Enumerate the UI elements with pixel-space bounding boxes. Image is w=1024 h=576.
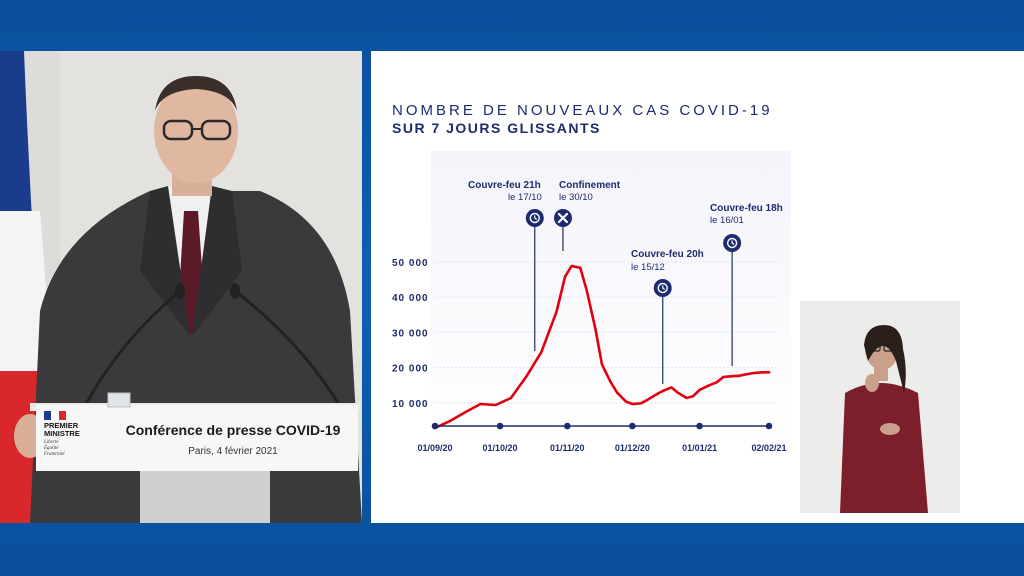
- motto-2: Égalité: [44, 446, 59, 451]
- x-tick-dot: [496, 422, 504, 430]
- series-line: [433, 264, 771, 430]
- x-tick-dot: [431, 422, 439, 430]
- x-tick-label: 01/10/20: [483, 443, 518, 453]
- y-tick-label: 40 000: [392, 293, 429, 304]
- y-tick-label: 50 000: [392, 258, 429, 269]
- x-tick-label: 02/02/21: [751, 443, 786, 453]
- speaker-video-panel: PREMIER MINISTRE Liberté Égalité Fratern…: [0, 51, 362, 523]
- logo-line-2: MINISTRE: [44, 429, 80, 438]
- y-tick-label: 30 000: [392, 328, 429, 339]
- y-tick-label: 20 000: [392, 364, 429, 375]
- annotation-title: Couvre-feu 21h: [468, 180, 541, 191]
- sign-language-interpreter-inset: [800, 301, 960, 513]
- x-tick-dot: [765, 422, 773, 430]
- podium-sign: [36, 405, 358, 471]
- speaker-scene: [0, 51, 362, 523]
- interpreter-figure: [800, 301, 960, 513]
- clock-icon: [525, 209, 544, 227]
- chart-subtitle: SUR 7 JOURS GLISSANTS: [392, 120, 601, 136]
- annotation-date: le 16/01: [710, 215, 744, 226]
- x-tick-label: 01/12/20: [615, 443, 650, 453]
- annotation-title: Confinement: [559, 180, 621, 191]
- x-tick-label: 01/01/21: [682, 443, 717, 453]
- event-title: Conférence de presse COVID-19: [125, 422, 341, 438]
- annotation-date: le 17/10: [508, 192, 542, 203]
- covid-cases-chart: NOMBRE DE NOUVEAUX CAS COVID-19 SUR 7 JO…: [392, 102, 791, 453]
- clock-icon: [653, 279, 672, 297]
- annotation-date: le 30/10: [559, 192, 593, 203]
- chart-panel: NOMBRE DE NOUVEAUX CAS COVID-19 SUR 7 JO…: [371, 51, 1024, 523]
- motto-3: Fraternité: [44, 452, 65, 457]
- y-tick-label: 10 000: [392, 399, 429, 410]
- x-tick-dot: [563, 422, 571, 430]
- chart-title: NOMBRE DE NOUVEAUX CAS COVID-19: [392, 102, 773, 119]
- x-tick-dot: [696, 422, 703, 430]
- annotation-title: Couvre-feu 20h: [631, 249, 704, 260]
- event-place-date: Paris, 4 février 2021: [188, 446, 278, 457]
- x-tick-label: 01/11/20: [550, 443, 585, 453]
- cross-icon: [553, 209, 572, 227]
- annotation-title: Couvre-feu 18h: [710, 203, 783, 214]
- x-tick-dot: [629, 422, 636, 430]
- clock-icon: [723, 234, 742, 252]
- x-tick-label: 01/09/20: [417, 443, 452, 453]
- marianne-flag-icon: [44, 411, 66, 420]
- logo-line-1: PREMIER: [44, 421, 79, 430]
- republic-logo: PREMIER MINISTRE Liberté Égalité Fratern…: [44, 411, 94, 458]
- annotation-date: le 15/12: [631, 262, 665, 273]
- motto-1: Liberté: [44, 440, 59, 445]
